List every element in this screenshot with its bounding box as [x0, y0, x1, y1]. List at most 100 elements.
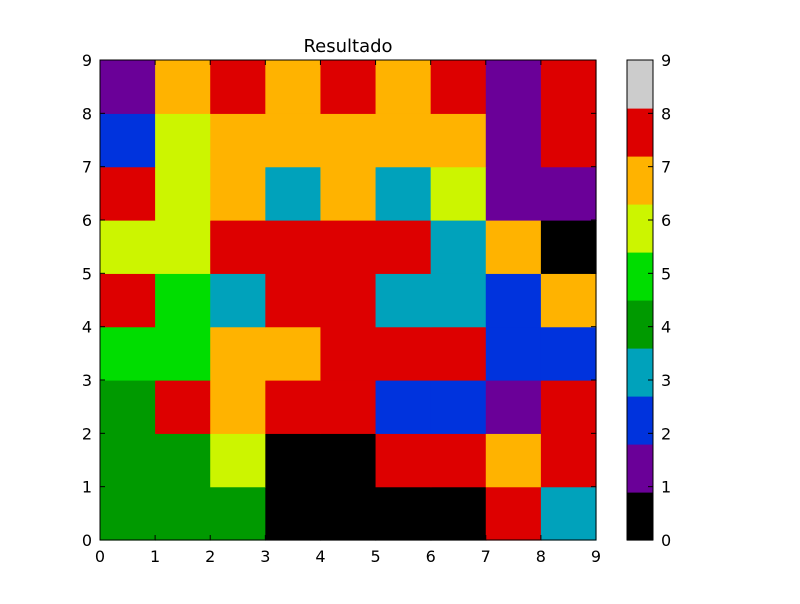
x-tick-label: 3: [260, 547, 270, 566]
heatmap-cell: [485, 166, 542, 221]
heatmap-cell: [485, 486, 542, 541]
heatmap-cell: [265, 433, 322, 488]
heatmap-cell: [485, 113, 542, 168]
heatmap-cell: [375, 433, 432, 488]
heatmap-cell: [100, 60, 156, 114]
colorbar-segment: [627, 300, 653, 349]
colorbar-segment: [627, 60, 653, 109]
heatmap-cell: [210, 486, 266, 541]
heatmap-cell: [485, 433, 542, 488]
x-tick-label: 0: [95, 547, 105, 566]
y-tick-label: 7: [82, 158, 92, 177]
x-tick-label: 4: [315, 547, 325, 566]
heatmap-cell: [430, 273, 487, 328]
heatmap-cell: [540, 326, 597, 381]
colorbar-tick-label: 4: [661, 318, 671, 337]
colorbar-tick-label: 1: [661, 478, 671, 497]
heatmap-cell: [100, 113, 156, 168]
heatmap-cell: [265, 380, 322, 434]
heatmap-cell: [265, 60, 322, 114]
heatmap-cell: [100, 166, 156, 221]
heatmap-cell: [540, 273, 597, 328]
y-tick-label: 3: [82, 371, 92, 390]
heatmap-cell: [210, 433, 266, 488]
heatmap-cell: [155, 380, 211, 434]
y-tick-label: 4: [82, 318, 92, 337]
colorbar-segment: [627, 444, 653, 493]
heatmap-cell: [155, 220, 211, 274]
heatmap-cell: [430, 220, 487, 274]
heatmap-cell: [265, 273, 322, 328]
heatmap-cell: [265, 220, 322, 274]
y-tick-label: 5: [82, 264, 92, 283]
colorbar-segment: [627, 108, 653, 157]
colorbar-tick-label: 7: [661, 158, 671, 177]
heatmap-cell: [430, 113, 487, 168]
heatmap-cell: [210, 380, 266, 434]
heatmap-cell: [540, 113, 597, 168]
heatmap-cell: [540, 60, 597, 114]
x-tick-label: 1: [150, 547, 160, 566]
heatmap-cell: [100, 326, 156, 381]
heatmap-cell: [210, 113, 266, 168]
colorbar-segment: [627, 492, 653, 541]
heatmap-cell: [375, 166, 432, 221]
heatmap-cell: [155, 113, 211, 168]
heatmap-cell: [375, 486, 432, 541]
heatmap-cell: [155, 433, 211, 488]
heatmap-cell: [155, 326, 211, 381]
colorbar-tick-label: 8: [661, 104, 671, 123]
heatmap-cell: [430, 166, 487, 221]
heatmap-cell: [320, 166, 377, 221]
chart-title: Resultado: [303, 36, 392, 57]
colorbar-frame: [626, 59, 654, 541]
heatmap-cell: [375, 273, 432, 328]
heatmap-cell: [485, 273, 542, 328]
heatmap-cell: [265, 326, 322, 381]
heatmap-cell: [320, 486, 377, 541]
heatmap-cell: [320, 326, 377, 381]
heatmap-cell: [485, 220, 542, 274]
heatmap-cell: [320, 433, 377, 488]
colorbar-segment: [627, 204, 653, 253]
y-tick-label: 8: [82, 104, 92, 123]
heatmap-cell: [265, 113, 322, 168]
x-tick-label: 5: [370, 547, 380, 566]
heatmap-cell: [375, 113, 432, 168]
heatmap-cell: [155, 273, 211, 328]
x-tick-label: 6: [426, 547, 436, 566]
heatmap-cell: [430, 380, 487, 434]
plot-frame: [99, 59, 597, 541]
heatmap-cell: [375, 220, 432, 274]
y-tick-label: 6: [82, 211, 92, 230]
heatmap-cell: [155, 166, 211, 221]
heatmap-cell: [320, 273, 377, 328]
heatmap-cell: [540, 433, 597, 488]
heatmap-cell: [100, 433, 156, 488]
heatmap-cell: [320, 220, 377, 274]
heatmap-cell: [540, 486, 597, 541]
colorbar-tick-label: 2: [661, 424, 671, 443]
x-tick-label: 8: [536, 547, 546, 566]
colorbar-segment: [627, 156, 653, 205]
heatmap-cell: [210, 326, 266, 381]
colorbar-tick-label: 5: [661, 264, 671, 283]
heatmap-cell: [210, 273, 266, 328]
heatmap-cell: [430, 326, 487, 381]
heatmap-cell: [430, 60, 487, 114]
x-tick-label: 9: [591, 547, 601, 566]
heatmap-cell: [540, 380, 597, 434]
heatmap-cell: [320, 113, 377, 168]
heatmap-cell: [485, 326, 542, 381]
x-tick-label: 7: [481, 547, 491, 566]
heatmap-cell: [320, 380, 377, 434]
heatmap-cell: [210, 220, 266, 274]
heatmap-cell: [155, 60, 211, 114]
heatmap-cell: [430, 433, 487, 488]
heatmap-cell: [210, 166, 266, 221]
heatmap-cells: [100, 60, 597, 541]
heatmap-cell: [265, 486, 322, 541]
y-tick-label: 1: [82, 478, 92, 497]
